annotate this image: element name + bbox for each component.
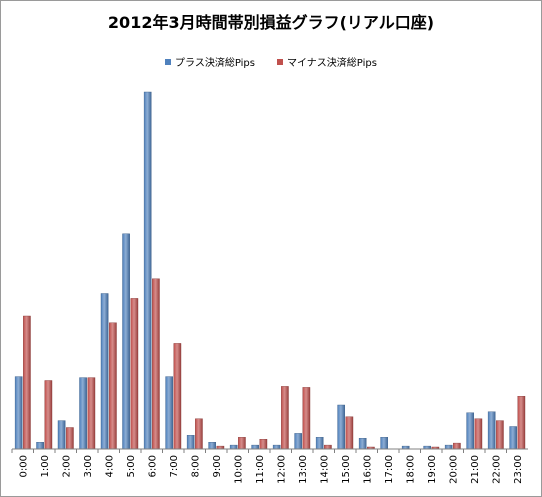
bar-plus-23:00 (509, 426, 518, 450)
bar-plus-7:00 (165, 376, 174, 450)
bar-minus-20:00 (453, 442, 461, 450)
x-tick-label-20:00: 20:00 (448, 455, 459, 484)
bar-minus-12:00 (281, 386, 289, 450)
bar-minus-4:00 (109, 322, 117, 450)
bar-minus-8:00 (195, 418, 203, 450)
bar-minus-11:00 (259, 439, 268, 450)
bar-plus-2:00 (57, 420, 66, 450)
chart-title: 2012年3月時間帯別損益グラフ(リアル口座) (107, 13, 435, 32)
x-tick-label-2:00: 2:00 (61, 455, 72, 477)
legend-label-minus: マイナス決済総Pips (287, 58, 377, 69)
bar-minus-6:00 (152, 278, 160, 450)
x-tick-label-22:00: 22:00 (491, 455, 502, 484)
legend-swatch-plus (165, 58, 172, 65)
bar-plus-20:00 (444, 444, 453, 450)
x-tick-label-18:00: 18:00 (405, 455, 416, 484)
x-tick-label-23:00: 23:00 (513, 455, 524, 484)
x-tick-label-19:00: 19:00 (427, 455, 438, 484)
bar-plus-8:00 (186, 435, 195, 450)
bar-plus-15:00 (337, 404, 346, 450)
bar-minus-1:00 (44, 380, 53, 450)
bar-minus-3:00 (87, 377, 96, 450)
bar-minus-14:00 (324, 444, 332, 450)
legend-item-plus: プラス決済総Pips (165, 54, 255, 69)
bar-minus-21:00 (474, 418, 483, 450)
x-tick-label-16:00: 16:00 (362, 455, 373, 484)
x-tick-label-14:00: 14:00 (319, 455, 330, 484)
x-tick-label-1:00: 1:00 (40, 455, 51, 477)
x-tick-label-8:00: 8:00 (190, 455, 201, 477)
bar-plus-6:00 (143, 91, 152, 450)
legend-swatch-minus (277, 58, 283, 65)
bar-plus-17:00 (380, 437, 389, 450)
bar-minus-15:00 (345, 416, 354, 450)
x-tick-label-7:00: 7:00 (169, 455, 180, 477)
bar-minus-2:00 (66, 427, 74, 450)
legend-item-minus: マイナス決済総Pips (277, 54, 377, 69)
x-tick-label-15:00: 15:00 (341, 455, 352, 484)
bar-plus-22:00 (487, 411, 496, 450)
bar-plus-4:00 (100, 293, 109, 450)
bar-plus-10:00 (229, 444, 238, 450)
bar-minus-22:00 (496, 420, 504, 450)
bar-plus-9:00 (208, 442, 217, 450)
bar-plus-1:00 (36, 442, 44, 450)
bar-minus-0:00 (23, 315, 31, 450)
x-tick-label-21:00: 21:00 (470, 455, 481, 484)
bar-plus-14:00 (315, 437, 324, 450)
x-tick-label-11:00: 11:00 (255, 455, 266, 484)
x-tick-label-3:00: 3:00 (83, 455, 94, 477)
bar-minus-5:00 (130, 298, 139, 450)
bar-minus-10:00 (238, 437, 246, 450)
bar-plus-12:00 (272, 444, 281, 450)
bar-plus-16:00 (358, 438, 367, 450)
x-tick-label-4:00: 4:00 (104, 455, 115, 477)
bar-minus-7:00 (173, 343, 182, 450)
bar-minus-23:00 (517, 396, 526, 450)
bar-plus-3:00 (79, 377, 87, 450)
x-tick-label-13:00: 13:00 (298, 455, 309, 484)
x-tick-label-17:00: 17:00 (384, 455, 395, 484)
x-tick-label-0:00: 0:00 (18, 455, 29, 477)
x-tick-label-5:00: 5:00 (126, 455, 137, 477)
x-tick-label-6:00: 6:00 (147, 455, 158, 477)
bar-plus-0:00 (14, 376, 23, 450)
bar-plus-13:00 (294, 433, 303, 450)
bar-plus-11:00 (251, 444, 260, 450)
x-tick-label-10:00: 10:00 (233, 455, 244, 484)
x-tick-label-9:00: 9:00 (212, 455, 223, 477)
bar-minus-13:00 (302, 387, 311, 450)
bar-plus-5:00 (122, 233, 130, 450)
bar-plus-21:00 (466, 412, 475, 450)
x-tick-label-12:00: 12:00 (276, 455, 287, 484)
legend: プラス決済総Pips マイナス決済総Pips (1, 54, 541, 69)
legend-label-plus: プラス決済総Pips (175, 58, 255, 69)
